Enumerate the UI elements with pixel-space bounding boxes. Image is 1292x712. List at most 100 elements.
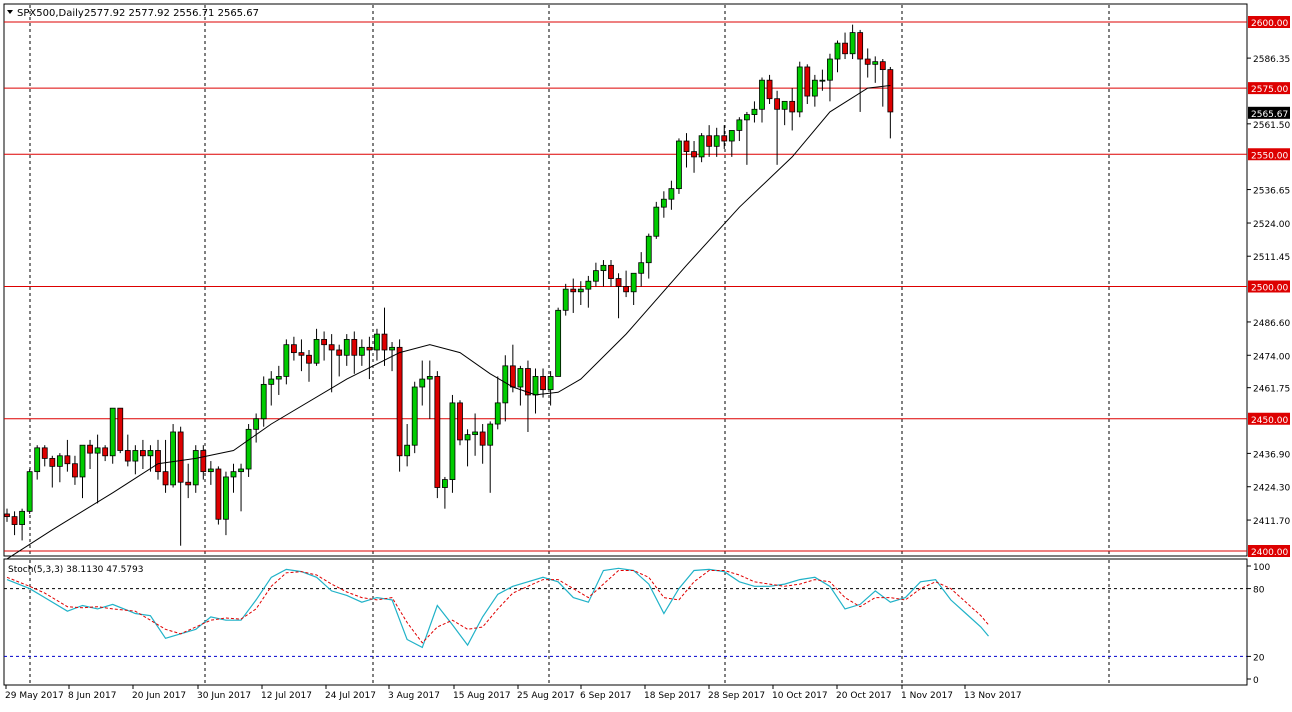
candle-body	[343, 338, 350, 356]
stoch-main-line	[6, 567, 989, 649]
candle	[487, 421, 494, 493]
candle	[570, 278, 577, 313]
candle-body	[864, 58, 871, 65]
candle-body	[366, 346, 373, 351]
candle-body	[804, 66, 811, 97]
candle	[351, 331, 358, 374]
stoch-tick-label: 20	[1253, 653, 1265, 663]
candle	[381, 307, 388, 366]
candle-body	[464, 434, 471, 441]
candle	[623, 270, 629, 298]
candle	[192, 445, 199, 493]
level-price-label: 2550.00	[1251, 151, 1288, 161]
candle-body	[668, 188, 675, 200]
candle	[396, 339, 403, 472]
candle	[706, 125, 713, 157]
candle	[426, 360, 433, 419]
date-label: 12 Jul 2017	[261, 691, 312, 701]
candle-body	[796, 66, 803, 113]
candle-body	[404, 444, 411, 457]
candle-body	[789, 100, 796, 113]
candle-body	[41, 447, 48, 459]
candle	[139, 439, 146, 470]
moving-average	[6, 85, 891, 560]
price-tick-label: 2511.45	[1253, 253, 1290, 263]
candle	[49, 455, 56, 488]
candle-body	[706, 135, 713, 147]
price-tick-label: 2411.70	[1253, 517, 1290, 527]
date-label: 20 Oct 2017	[836, 691, 892, 701]
candle-body	[653, 206, 660, 237]
candle-body	[223, 476, 229, 520]
date-label: 30 Jun 2017	[197, 691, 251, 701]
date-axis: 29 May 2017 8 Jun 2017 20 Jun 2017 30 Jun 2…	[5, 685, 1022, 701]
candle	[751, 101, 758, 123]
candle	[804, 64, 811, 104]
candle-body	[887, 69, 894, 113]
candle-body	[751, 108, 758, 115]
candle	[834, 40, 841, 73]
candle	[238, 463, 244, 512]
candle	[638, 252, 645, 287]
ohlc-text: 2577.92 2577.92 2556.71 2565.67	[84, 8, 259, 19]
candle	[124, 434, 131, 467]
level-price-label: 2500.00	[1251, 284, 1288, 294]
candle-body	[253, 418, 260, 430]
candle	[562, 283, 569, 316]
candle	[653, 201, 660, 239]
level-price-label: 2600.00	[1251, 19, 1288, 29]
candle-body	[683, 140, 690, 153]
candle	[4, 508, 10, 522]
price-tick-label: 2561.50	[1253, 121, 1290, 131]
candle-body	[185, 481, 192, 486]
candle	[540, 368, 546, 398]
candle	[774, 90, 780, 165]
candle-body	[321, 338, 328, 346]
candle-body	[872, 61, 879, 65]
candle-body	[842, 42, 848, 55]
candle-body	[207, 468, 214, 473]
candle	[56, 453, 63, 483]
level-price-tag	[1248, 280, 1290, 293]
candle-body	[555, 309, 562, 377]
price-tick-label: 2461.75	[1253, 385, 1290, 395]
candle-body	[827, 58, 833, 81]
candle	[811, 74, 818, 107]
candle-body	[396, 346, 403, 457]
candle	[796, 61, 803, 118]
price-tick-label: 2436.90	[1253, 450, 1290, 460]
candle-body	[283, 344, 290, 377]
candle	[525, 360, 531, 432]
ma-line	[6, 85, 891, 560]
candle-body	[358, 346, 365, 356]
candle-body	[834, 42, 841, 60]
dropdown-triangle-icon[interactable]	[7, 10, 13, 14]
candle	[472, 413, 479, 456]
candle	[789, 88, 796, 131]
candle-body	[245, 428, 252, 470]
candle-body	[774, 98, 780, 110]
candle	[872, 56, 879, 83]
last-price-label: 2565.67	[1251, 110, 1288, 120]
date-label: 20 Jun 2017	[132, 691, 186, 701]
candle	[698, 133, 705, 163]
candle-body	[4, 513, 10, 518]
candle	[343, 334, 350, 366]
candle	[676, 138, 682, 194]
level-price-tag	[1248, 545, 1290, 557]
candle	[185, 463, 192, 499]
level-price-tag	[1248, 148, 1290, 161]
candle-body	[238, 468, 244, 473]
candle	[19, 508, 26, 541]
date-label: 18 Sep 2017	[644, 691, 701, 701]
candle-body	[49, 458, 56, 467]
candle-body	[275, 376, 282, 380]
candle	[275, 365, 282, 395]
level-price-label: 2575.00	[1251, 85, 1288, 95]
level-price-tag	[1248, 82, 1290, 95]
candle	[72, 455, 78, 485]
candle-body	[736, 119, 743, 131]
candle-body	[306, 354, 312, 364]
candle	[41, 445, 48, 467]
